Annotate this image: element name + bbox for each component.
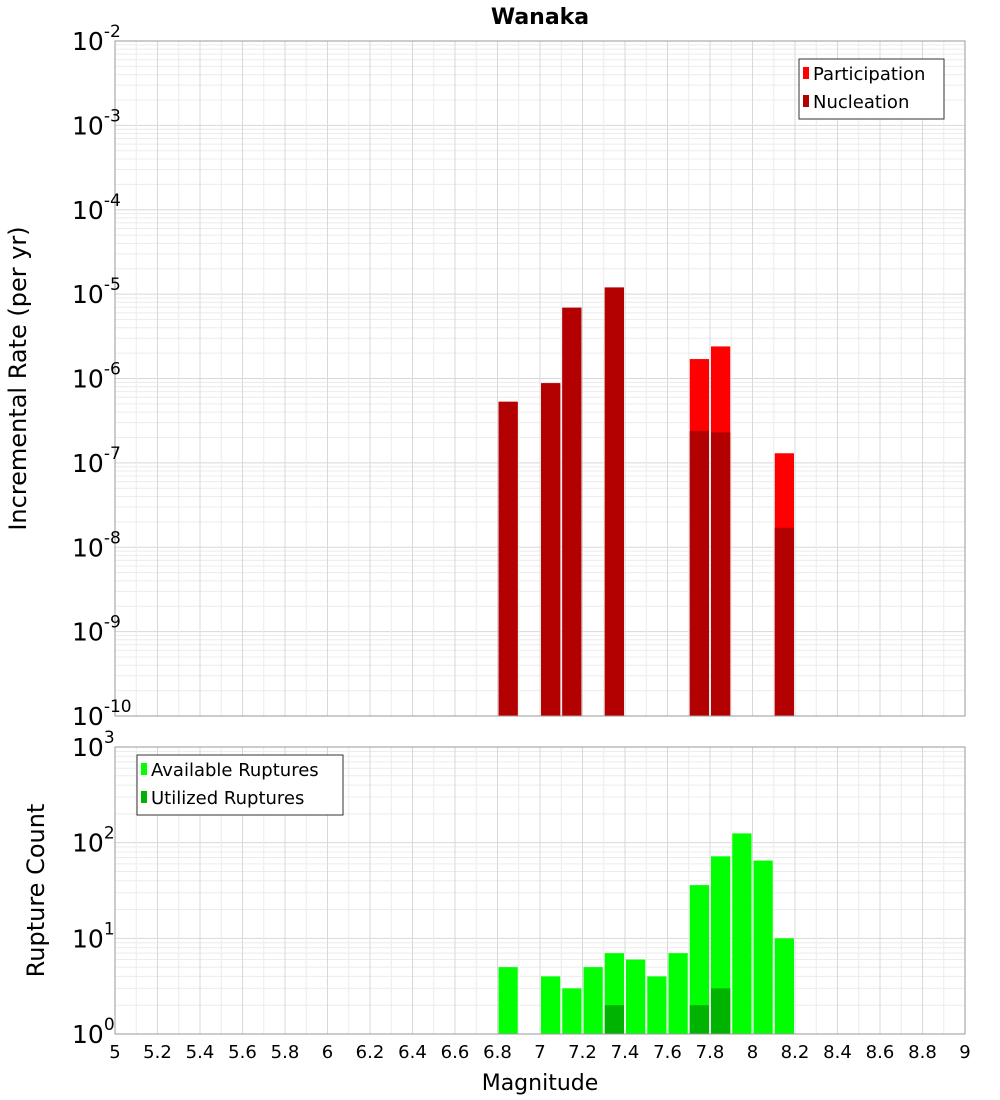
count-bar-a — [541, 976, 561, 1034]
rate-bar-b — [562, 307, 582, 716]
count-x-tick-label: 7.8 — [696, 1042, 725, 1063]
count-x-tick-label: 9 — [959, 1042, 970, 1063]
count-bar-a — [689, 885, 709, 1034]
count-x-tick-label: 6.4 — [398, 1042, 427, 1063]
count-y-tick-label: 101 — [72, 919, 115, 953]
rate-y-tick-exponent: -8 — [104, 528, 121, 548]
count-y-axis-label: Rupture Count — [22, 804, 50, 978]
count-x-tick-label: 8.4 — [823, 1042, 852, 1063]
count-x-tick-label: 7.2 — [568, 1042, 597, 1063]
rate-y-tick-exponent: -2 — [104, 22, 121, 42]
rate-legend-label: Nucleation — [813, 92, 909, 113]
count-x-tick-label: 8.2 — [781, 1042, 810, 1063]
rate-bar-b — [604, 287, 624, 716]
count-x-tick-label: 8 — [747, 1042, 758, 1063]
count-y-tick-exponent: 1 — [104, 919, 115, 939]
count-x-tick-label: 8.6 — [866, 1042, 895, 1063]
count-x-tick-label: 8.8 — [908, 1042, 937, 1063]
rate-y-tick-label: 10-3 — [72, 106, 121, 140]
count-legend-swatch — [141, 763, 147, 775]
count-x-tick-label: 6.8 — [483, 1042, 512, 1063]
rate-bar-b — [541, 383, 561, 716]
count-plot-frame — [114, 746, 966, 1035]
rate-y-tick-label: 10-7 — [72, 444, 121, 478]
rate-y-tick-label: 10-9 — [72, 613, 121, 647]
count-x-tick-label: 7 — [534, 1042, 545, 1063]
count-x-tick-label: 7.4 — [611, 1042, 640, 1063]
rate-y-axis-label: Incremental Rate (per yr) — [4, 226, 32, 530]
count-legend-label: Utilized Ruptures — [151, 788, 304, 809]
count-y-tick-label: 103 — [72, 728, 115, 762]
count-y-tick-exponent: 2 — [104, 824, 115, 844]
count-legend-label: Available Ruptures — [151, 760, 319, 781]
rate-y-tick-exponent: -6 — [104, 360, 121, 380]
rate-y-tick-exponent: -7 — [104, 444, 121, 464]
rate-y-tick-label: 10-2 — [72, 22, 121, 56]
rate-y-tick-exponent: -9 — [104, 613, 121, 633]
count-x-tick-label: 6 — [322, 1042, 333, 1063]
rate-y-tick-exponent: -3 — [104, 106, 121, 126]
rate-y-tick-label: 10-5 — [72, 275, 121, 309]
count-x-tick-label: 5.6 — [228, 1042, 257, 1063]
count-bar-a — [583, 967, 603, 1034]
rate-y-tick-exponent: -10 — [104, 697, 132, 717]
count-bar-a — [668, 953, 688, 1034]
chart-title: Wanaka — [491, 5, 589, 30]
count-legend-box — [136, 754, 344, 816]
count-x-tick-label: 7.6 — [653, 1042, 682, 1063]
count-bar-a — [732, 833, 752, 1034]
count-bar-a — [753, 860, 773, 1034]
count-legend-swatch — [141, 791, 147, 803]
count-x-axis-label: Magnitude — [482, 1071, 599, 1096]
count-bar-a — [498, 967, 518, 1034]
count-bar-b — [689, 1005, 709, 1034]
count-x-tick-label: 6.2 — [356, 1042, 385, 1063]
count-y-tick-exponent: 0 — [104, 1015, 115, 1035]
count-y-tick-label: 102 — [72, 824, 115, 858]
rate-legend-swatch — [803, 95, 809, 107]
rate-y-tick-label: 10-8 — [72, 528, 121, 562]
rate-bar-b — [774, 527, 794, 716]
count-bar-b — [711, 988, 731, 1034]
rate-y-tick-exponent: -5 — [104, 275, 121, 295]
rate-bar-b — [498, 401, 518, 716]
count-y-tick-label: 100 — [72, 1015, 115, 1049]
rate-bar-b — [711, 432, 731, 716]
count-bar-b — [604, 1005, 624, 1034]
rate-legend-label: Participation — [813, 64, 925, 85]
count-x-tick-label: 5.8 — [271, 1042, 300, 1063]
count-bar-a — [647, 976, 667, 1034]
rate-legend-swatch — [803, 67, 809, 79]
rate-y-tick-label: 10-4 — [72, 191, 121, 225]
count-x-tick-label: 6.6 — [441, 1042, 470, 1063]
rate-plot-frame — [114, 40, 966, 717]
count-bar-a — [626, 959, 646, 1034]
rate-y-tick-exponent: -4 — [104, 191, 121, 211]
count-x-tick-label: 5.4 — [186, 1042, 215, 1063]
rate-bar-b — [689, 430, 709, 716]
count-x-tick-label: 5 — [109, 1042, 120, 1063]
count-y-tick-exponent: 3 — [104, 728, 115, 748]
rate-y-tick-label: 10-10 — [72, 697, 132, 731]
rate-y-tick-label: 10-6 — [72, 360, 121, 394]
rate-legend-box — [798, 58, 945, 120]
count-x-tick-label: 5.2 — [143, 1042, 172, 1063]
count-bar-a — [774, 938, 794, 1034]
count-bar-a — [562, 988, 582, 1034]
